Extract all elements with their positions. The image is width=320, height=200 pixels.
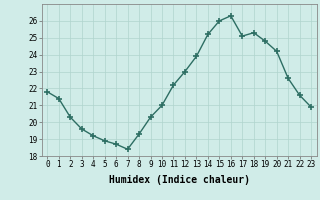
X-axis label: Humidex (Indice chaleur): Humidex (Indice chaleur) [109, 175, 250, 185]
